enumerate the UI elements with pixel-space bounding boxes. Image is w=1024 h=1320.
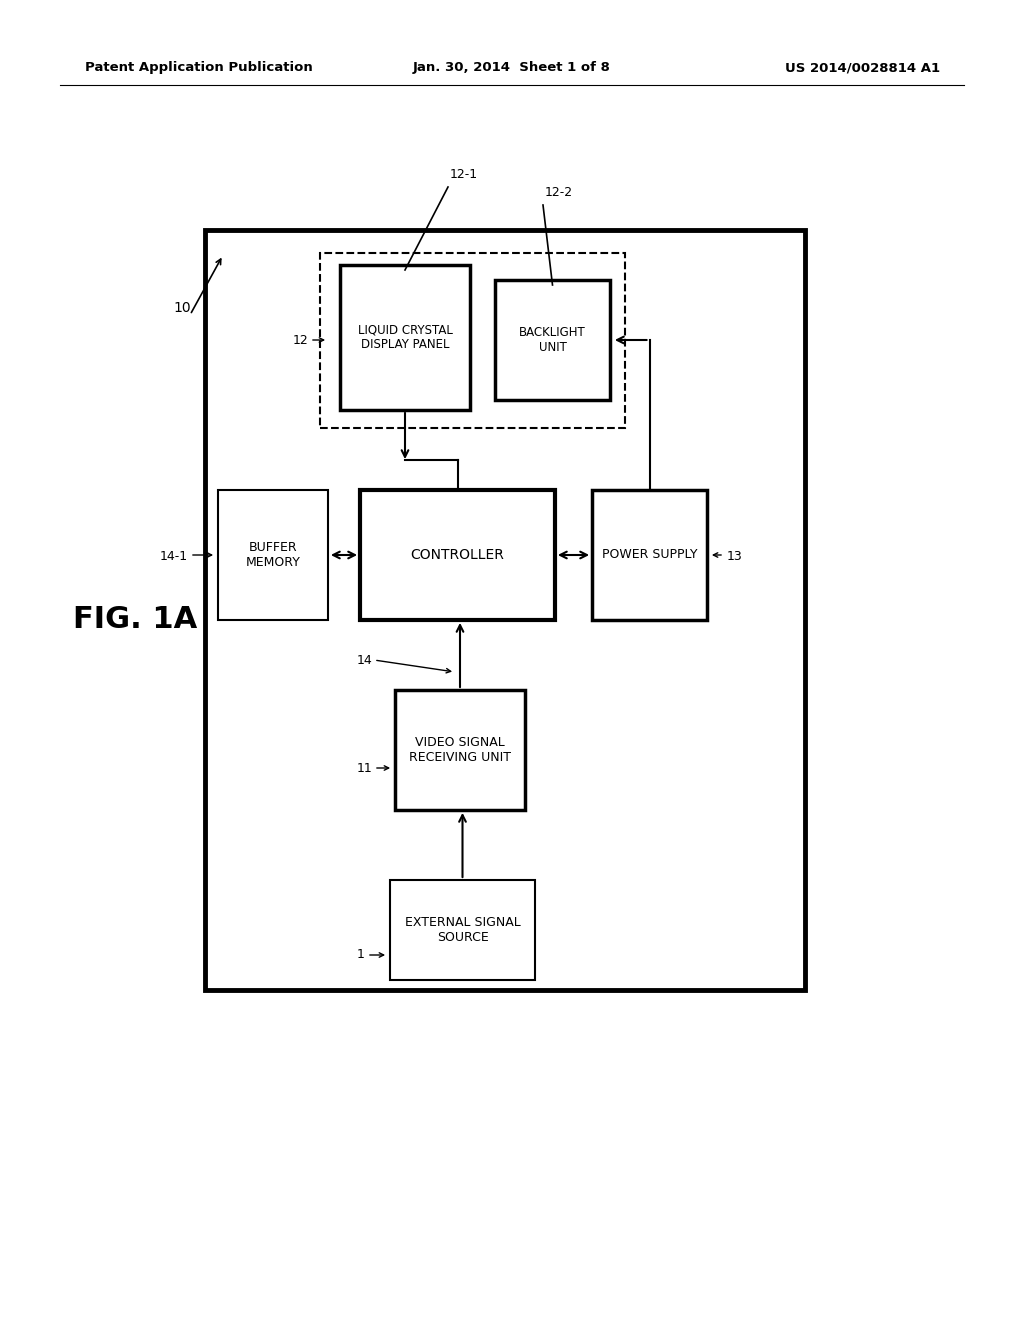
Bar (495, 280, 610, 400)
Text: 14: 14 (356, 653, 372, 667)
Text: BUFFER
MEMORY: BUFFER MEMORY (246, 541, 300, 569)
Bar (592, 490, 707, 620)
Text: POWER SUPPLY: POWER SUPPLY (602, 549, 697, 561)
Text: 13: 13 (727, 550, 742, 564)
Text: VIDEO SIGNAL
RECEIVING UNIT: VIDEO SIGNAL RECEIVING UNIT (409, 737, 511, 764)
Text: LIQUID CRYSTAL
DISPLAY PANEL: LIQUID CRYSTAL DISPLAY PANEL (357, 323, 453, 351)
Text: 10: 10 (173, 301, 190, 315)
Text: Patent Application Publication: Patent Application Publication (85, 62, 312, 74)
Bar (340, 265, 470, 411)
Text: 11: 11 (356, 762, 372, 775)
Bar (360, 490, 555, 620)
Text: BACKLIGHT
UNIT: BACKLIGHT UNIT (519, 326, 586, 354)
Text: 12-1: 12-1 (450, 169, 478, 181)
Text: CONTROLLER: CONTROLLER (411, 548, 505, 562)
Text: US 2014/0028814 A1: US 2014/0028814 A1 (784, 62, 940, 74)
Text: Jan. 30, 2014  Sheet 1 of 8: Jan. 30, 2014 Sheet 1 of 8 (413, 62, 611, 74)
Bar (218, 490, 328, 620)
Bar (395, 690, 525, 810)
Text: 12-2: 12-2 (545, 186, 573, 199)
Bar (205, 230, 805, 990)
Bar (390, 880, 535, 979)
Bar (319, 253, 625, 428)
Text: FIG. 1A: FIG. 1A (73, 606, 198, 635)
Text: 1: 1 (357, 949, 365, 961)
Text: EXTERNAL SIGNAL
SOURCE: EXTERNAL SIGNAL SOURCE (404, 916, 520, 944)
Text: 14-1: 14-1 (160, 550, 188, 564)
Text: 12: 12 (293, 334, 309, 346)
